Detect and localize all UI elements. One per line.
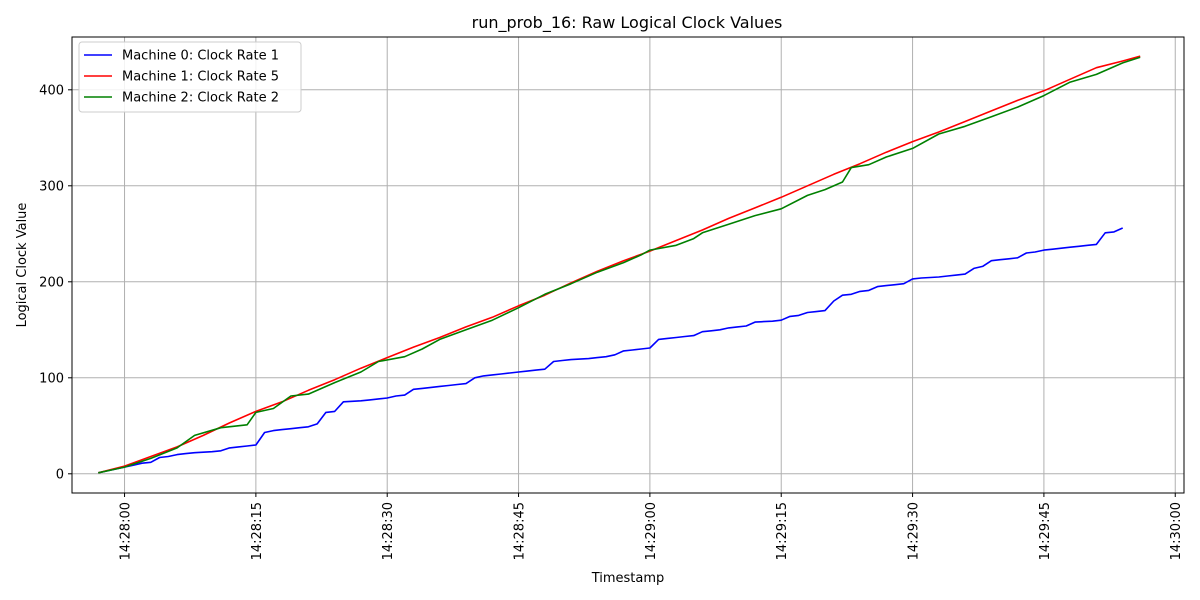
series-line-machine-0 (98, 227, 1124, 474)
chart-title: run_prob_16: Raw Logical Clock Values (472, 13, 783, 33)
x-tick-label: 14:28:15 (250, 502, 265, 560)
series-lines (98, 55, 1141, 474)
y-tick-label: 400 (39, 83, 64, 98)
y-tick-label: 300 (39, 179, 64, 194)
y-tick-label: 100 (39, 371, 64, 386)
series-line-machine-2 (98, 56, 1141, 474)
plot-frame (71, 36, 1185, 494)
x-tick-label: 14:29:00 (644, 502, 659, 560)
x-tick-label: 14:28:45 (513, 502, 528, 560)
x-tick-label: 14:28:00 (119, 502, 134, 560)
legend-label: Machine 2: Clock Rate 2 (122, 91, 279, 106)
x-tick-label: 14:28:30 (381, 502, 396, 560)
x-tick-label: 14:29:30 (907, 502, 922, 560)
y-tick-label: 200 (39, 275, 64, 290)
y-axis: 0 100 200 300 400 (39, 83, 72, 482)
legend-label: Machine 1: Clock Rate 5 (122, 70, 279, 85)
series-line-machine-1 (98, 55, 1141, 474)
legend-frame (78, 41, 302, 113)
x-axis-label: Timestamp (591, 571, 665, 586)
grid-lines (72, 37, 1184, 493)
x-tick-label: 14:29:45 (1038, 502, 1053, 560)
x-axis: 14:28:00 14:28:15 14:28:30 14:28:45 14:29:00… (119, 493, 1184, 560)
legend: Machine 0: Clock Rate 1 Machine 1: Clock … (78, 41, 302, 113)
x-tick-label: 14:29:15 (775, 502, 790, 560)
x-tick-label: 14:30:00 (1169, 502, 1184, 560)
y-tick-label: 0 (56, 467, 64, 482)
y-axis-label: Logical Clock Value (15, 203, 30, 328)
legend-label: Machine 0: Clock Rate 1 (122, 49, 279, 64)
